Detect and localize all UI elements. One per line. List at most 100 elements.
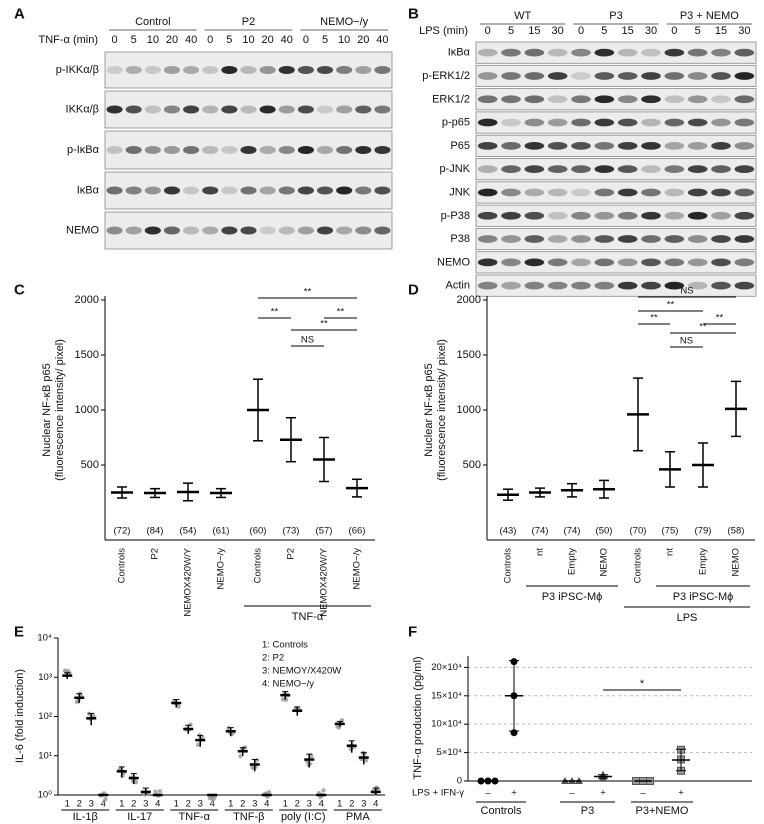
blot-band bbox=[617, 165, 638, 174]
blot-strip bbox=[475, 158, 757, 181]
blot-band bbox=[477, 48, 498, 57]
blot-strip bbox=[475, 134, 757, 157]
blot-band bbox=[501, 165, 521, 174]
row-label: ERK1/2 bbox=[432, 93, 470, 105]
x-sub-label: 2 bbox=[186, 799, 191, 810]
blot-band bbox=[144, 105, 161, 114]
blot-band bbox=[711, 258, 731, 267]
blot-band bbox=[477, 211, 498, 220]
blot-strip bbox=[475, 251, 757, 274]
blot-band bbox=[547, 165, 568, 174]
x-sub-label: 1 bbox=[174, 799, 179, 810]
blot-band bbox=[501, 72, 521, 80]
x-group-label: PMA bbox=[346, 811, 371, 823]
blot-band bbox=[278, 186, 295, 195]
significance-label: ** bbox=[716, 313, 724, 324]
blot-band bbox=[734, 258, 755, 267]
x-sub-label: 1 bbox=[119, 799, 124, 810]
blot-band bbox=[183, 146, 200, 154]
row-label: p-IKKα/β bbox=[56, 64, 99, 76]
blot-band bbox=[316, 146, 334, 154]
blot-band bbox=[163, 105, 181, 114]
blot-strip bbox=[104, 90, 393, 129]
blot-band bbox=[336, 66, 353, 74]
blot-band bbox=[125, 66, 142, 74]
blot-band bbox=[594, 235, 615, 243]
lane-label: 40 bbox=[281, 34, 293, 46]
blot-band bbox=[336, 105, 353, 114]
replicate-dot bbox=[176, 704, 181, 709]
lane-label: 15 bbox=[528, 25, 540, 37]
blot-band bbox=[617, 258, 638, 267]
x-tick-label: nt bbox=[535, 548, 546, 556]
lane-label: 10 bbox=[242, 34, 254, 46]
blot-band bbox=[594, 165, 615, 174]
blot-band bbox=[571, 118, 591, 127]
blot-band bbox=[571, 165, 591, 174]
blot-band bbox=[278, 105, 295, 114]
y-tick-label: 500 bbox=[81, 459, 99, 471]
blot-band bbox=[711, 95, 731, 104]
n-label: (73) bbox=[283, 526, 300, 537]
x-tick-label: P2 bbox=[150, 548, 161, 560]
x-group-label: P3+NEMO bbox=[636, 805, 689, 817]
blot-band bbox=[240, 186, 257, 195]
y-axis-label: (fluorescence intensity/ pixel) bbox=[54, 339, 66, 481]
x-group-label: Controls bbox=[481, 805, 522, 817]
blot-band bbox=[501, 258, 521, 267]
blot-band bbox=[144, 226, 161, 235]
blot-band bbox=[571, 258, 591, 267]
blot-band bbox=[221, 226, 238, 235]
blot-band bbox=[524, 118, 545, 127]
y-tick-label: 10³ bbox=[38, 672, 52, 683]
blot-band bbox=[547, 95, 568, 104]
replicate-dot bbox=[266, 789, 272, 795]
blot-band bbox=[664, 258, 685, 267]
row-label: NEMO bbox=[437, 256, 470, 268]
x-sub-label: + bbox=[678, 788, 684, 799]
panel-label: B bbox=[408, 6, 419, 23]
blot-band bbox=[687, 211, 708, 220]
blot-band bbox=[617, 211, 638, 220]
row-label: IκBα bbox=[77, 185, 100, 197]
row-label: p-P38 bbox=[441, 210, 470, 222]
blot-band bbox=[711, 48, 731, 57]
y-axis-label: TNF-α production (pg/ml) bbox=[412, 656, 424, 779]
group-label: NEMO−/y bbox=[320, 16, 368, 28]
n-label: (84) bbox=[147, 526, 164, 537]
blot-band bbox=[641, 211, 661, 220]
y-axis-label: IL-6 (fold induction) bbox=[14, 669, 26, 763]
row-label: Actin bbox=[446, 280, 470, 292]
panel-label: F bbox=[408, 624, 417, 641]
row-label: P65 bbox=[450, 140, 470, 152]
x-tick-label: Controls bbox=[117, 548, 128, 584]
blot-band bbox=[547, 211, 568, 220]
significance-label: NS bbox=[680, 286, 693, 297]
blot-band bbox=[106, 226, 123, 235]
lane-label: 0 bbox=[112, 34, 118, 46]
significance-label: ** bbox=[271, 307, 279, 318]
blot-band bbox=[297, 105, 314, 114]
blot-band bbox=[664, 141, 685, 150]
blot-strip bbox=[475, 181, 757, 204]
blot-strip bbox=[475, 111, 757, 134]
y-tick-label: 10⁴ bbox=[37, 633, 52, 644]
lane-label: 10 bbox=[338, 34, 350, 46]
group-label: LPS bbox=[677, 612, 698, 624]
x-sub-label: 4 bbox=[210, 799, 215, 810]
blot-band bbox=[547, 281, 568, 290]
replicate-dot bbox=[238, 754, 243, 759]
blot-band bbox=[734, 118, 755, 127]
blot-band bbox=[297, 66, 314, 74]
blot-band bbox=[711, 211, 731, 220]
x-tick-label: Empty bbox=[698, 548, 709, 575]
lane-label: 5 bbox=[508, 25, 514, 37]
blot-band bbox=[571, 48, 591, 57]
lane-label: 40 bbox=[376, 34, 388, 46]
panel-label: E bbox=[14, 624, 24, 641]
blot-band bbox=[594, 48, 615, 57]
blot-band bbox=[477, 72, 498, 80]
x-group-label: P3 bbox=[581, 805, 594, 817]
blot-band bbox=[734, 281, 755, 290]
x-sub-label: 3 bbox=[307, 799, 312, 810]
